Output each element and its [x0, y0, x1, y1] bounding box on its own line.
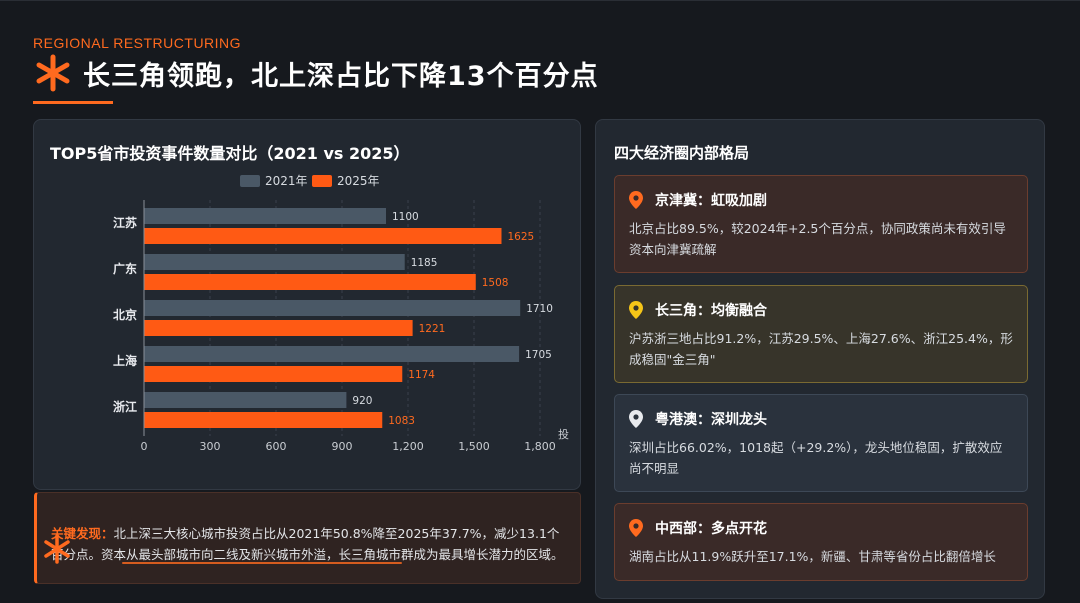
- data-label: 1625: [508, 231, 535, 243]
- data-label: 1174: [408, 369, 435, 381]
- bar: [144, 392, 347, 408]
- region-desc: 北京占比89.5%，较2024年+2.5个百分点，协同政策尚未有效引导资本向津冀…: [629, 221, 1006, 257]
- legend-swatch: [240, 175, 260, 187]
- y-category-label: 江苏: [113, 215, 137, 230]
- data-label: 1705: [525, 349, 552, 361]
- panel-title: 四大经济圈内部格局: [614, 144, 750, 162]
- x-tick-label: 1,800: [524, 440, 556, 453]
- y-category-label: 上海: [113, 353, 137, 368]
- legend-swatch: [312, 175, 332, 187]
- x-tick-label: 600: [266, 440, 287, 453]
- key-finding-text: 关键发现：北上深三大核心城市投资占比从2021年50.8%降至2025年37.7…: [51, 523, 566, 565]
- location-pin-icon: [629, 519, 643, 537]
- y-category-label: 浙江: [113, 399, 137, 414]
- bar: [144, 208, 386, 224]
- section-kicker: REGIONAL RESTRUCTURING: [33, 35, 242, 51]
- title-row: 长三角领跑，北上深占比下降13个百分点: [33, 53, 599, 93]
- chart-legend: 2021年 2025年: [240, 174, 380, 188]
- region-name: 粤港澳：深圳龙头: [655, 412, 767, 428]
- data-label: 1100: [392, 211, 419, 223]
- bar: [144, 274, 476, 290]
- bar: [144, 346, 520, 362]
- asterisk-icon: [44, 534, 70, 564]
- data-label: 1508: [482, 277, 509, 289]
- data-label: 1185: [411, 257, 438, 269]
- location-pin-icon: [629, 410, 643, 428]
- region-card-yangtze-delta: 长三角：均衡融合 沪苏浙三地占比91.2%，江苏29.5%、上海27.6%、浙江…: [614, 285, 1028, 383]
- bar: [144, 228, 502, 244]
- asterisk-icon: [36, 54, 70, 92]
- y-category-label: 广东: [113, 261, 137, 276]
- region-name: 中西部：多点开花: [655, 521, 767, 537]
- region-desc: 湖南占比从11.9%跃升至17.1%，新疆、甘肃等省份占比翻倍增长: [629, 549, 996, 564]
- bar: [144, 300, 521, 316]
- region-name: 长三角：均衡融合: [655, 303, 767, 319]
- legend-label: 2021年: [265, 174, 308, 188]
- page-title: 长三角领跑，北上深占比下降13个百分点: [83, 60, 599, 92]
- chart-panel: TOP5省市投资事件数量对比（2021 vs 2025） 2021年 2025年 …: [33, 119, 581, 490]
- bar-chart: 2021年 2025年 11001625118515081710122117051…: [113, 174, 569, 453]
- chart-title: TOP5省市投资事件数量对比（2021 vs 2025）: [50, 144, 410, 163]
- key-finding-box: 关键发现：北上深三大核心城市投资占比从2021年50.8%降至2025年37.7…: [34, 492, 581, 584]
- bar: [144, 320, 413, 336]
- x-tick-label: 900: [332, 440, 353, 453]
- chart-bars: 1100 1625 1185 1508 1710 1221 1705 1174 920 1083: [144, 208, 553, 428]
- highlight-underline: [122, 562, 402, 564]
- x-tick-label: 1,500: [458, 440, 490, 453]
- region-card-central-west: 中西部：多点开花 湖南占比从11.9%跃升至17.1%，新疆、甘肃等省份占比翻倍…: [614, 503, 1028, 581]
- bar: [144, 412, 383, 428]
- region-card-greater-bay: 粤港澳：深圳龙头 深圳占比66.02%，1018起（+29.2%），龙头地位稳固…: [614, 394, 1028, 492]
- y-category-label: 北京: [113, 307, 137, 322]
- data-label: 1083: [388, 415, 415, 427]
- data-label: 920: [352, 395, 372, 407]
- region-desc: 沪苏浙三地占比91.2%，江苏29.5%、上海27.6%、浙江25.4%，形成稳…: [629, 331, 1013, 367]
- location-pin-icon: [629, 301, 643, 319]
- legend-label: 2025年: [337, 174, 380, 188]
- key-finding-body: 北上深三大核心城市投资占比从2021年50.8%降至2025年37.7%，减少1…: [51, 526, 564, 562]
- bar: [144, 366, 403, 382]
- economic-circles-panel: 四大经济圈内部格局 京津冀：虹吸加剧 北京占比89.5%，较2024年+2.5个…: [595, 119, 1045, 599]
- location-pin-icon: [629, 191, 643, 209]
- key-finding-label: 关键发现：: [51, 526, 114, 541]
- data-label: 1710: [526, 303, 553, 315]
- region-card-jingjinji: 京津冀：虹吸加剧 北京占比89.5%，较2024年+2.5个百分点，协同政策尚未…: [614, 175, 1028, 273]
- region-desc: 深圳占比66.02%，1018起（+29.2%），龙头地位稳固，扩散效应尚不明显: [629, 440, 1003, 476]
- x-axis-label: 投: [558, 427, 569, 441]
- x-tick-label: 300: [200, 440, 221, 453]
- title-underline: [33, 101, 113, 104]
- x-tick-label: 1,200: [392, 440, 424, 453]
- region-name: 京津冀：虹吸加剧: [655, 193, 767, 209]
- data-label: 1221: [419, 323, 446, 335]
- bar: [144, 254, 405, 270]
- x-tick-label: 0: [141, 440, 148, 453]
